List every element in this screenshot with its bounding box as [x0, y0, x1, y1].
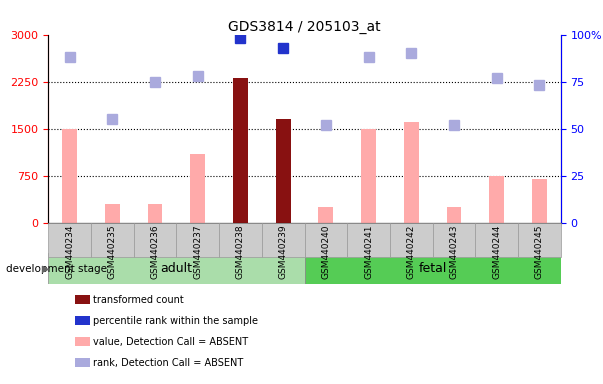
Bar: [233, 78, 248, 223]
Text: GSM440236: GSM440236: [151, 225, 160, 280]
Bar: [62, 129, 77, 223]
Title: GDS3814 / 205103_at: GDS3814 / 205103_at: [228, 20, 381, 33]
Text: ▶: ▶: [42, 264, 49, 274]
Bar: [148, 204, 162, 223]
Text: GSM440237: GSM440237: [193, 225, 202, 280]
Bar: [404, 122, 418, 223]
Text: GSM440240: GSM440240: [321, 225, 330, 279]
FancyBboxPatch shape: [91, 223, 134, 257]
Text: GSM440239: GSM440239: [279, 225, 288, 280]
Text: GSM440234: GSM440234: [65, 225, 74, 279]
Bar: [276, 119, 291, 223]
Text: adult: adult: [160, 262, 192, 275]
Bar: [532, 179, 547, 223]
FancyBboxPatch shape: [48, 223, 91, 257]
Text: transformed count: transformed count: [93, 295, 184, 305]
Text: GSM440235: GSM440235: [108, 225, 117, 280]
Text: rank, Detection Call = ABSENT: rank, Detection Call = ABSENT: [93, 358, 244, 368]
Bar: [361, 129, 376, 223]
FancyBboxPatch shape: [176, 223, 219, 257]
Bar: [318, 207, 333, 223]
Text: GSM440241: GSM440241: [364, 225, 373, 279]
Text: fetal: fetal: [418, 262, 447, 275]
FancyBboxPatch shape: [305, 223, 347, 257]
Bar: [489, 176, 504, 223]
Text: value, Detection Call = ABSENT: value, Detection Call = ABSENT: [93, 337, 248, 347]
Text: GSM440242: GSM440242: [407, 225, 416, 279]
FancyBboxPatch shape: [390, 223, 433, 257]
FancyBboxPatch shape: [475, 223, 518, 257]
FancyBboxPatch shape: [134, 223, 176, 257]
Bar: [191, 154, 205, 223]
Text: GSM440244: GSM440244: [492, 225, 501, 279]
Bar: [48, 253, 305, 284]
Text: GSM440238: GSM440238: [236, 225, 245, 280]
FancyBboxPatch shape: [518, 223, 561, 257]
FancyBboxPatch shape: [262, 223, 305, 257]
Bar: [305, 253, 561, 284]
FancyBboxPatch shape: [433, 223, 475, 257]
Bar: [447, 207, 461, 223]
FancyBboxPatch shape: [347, 223, 390, 257]
Text: GSM440243: GSM440243: [449, 225, 458, 279]
Text: GSM440245: GSM440245: [535, 225, 544, 279]
Text: development stage: development stage: [6, 264, 107, 274]
Bar: [105, 204, 120, 223]
Text: percentile rank within the sample: percentile rank within the sample: [93, 316, 259, 326]
FancyBboxPatch shape: [219, 223, 262, 257]
